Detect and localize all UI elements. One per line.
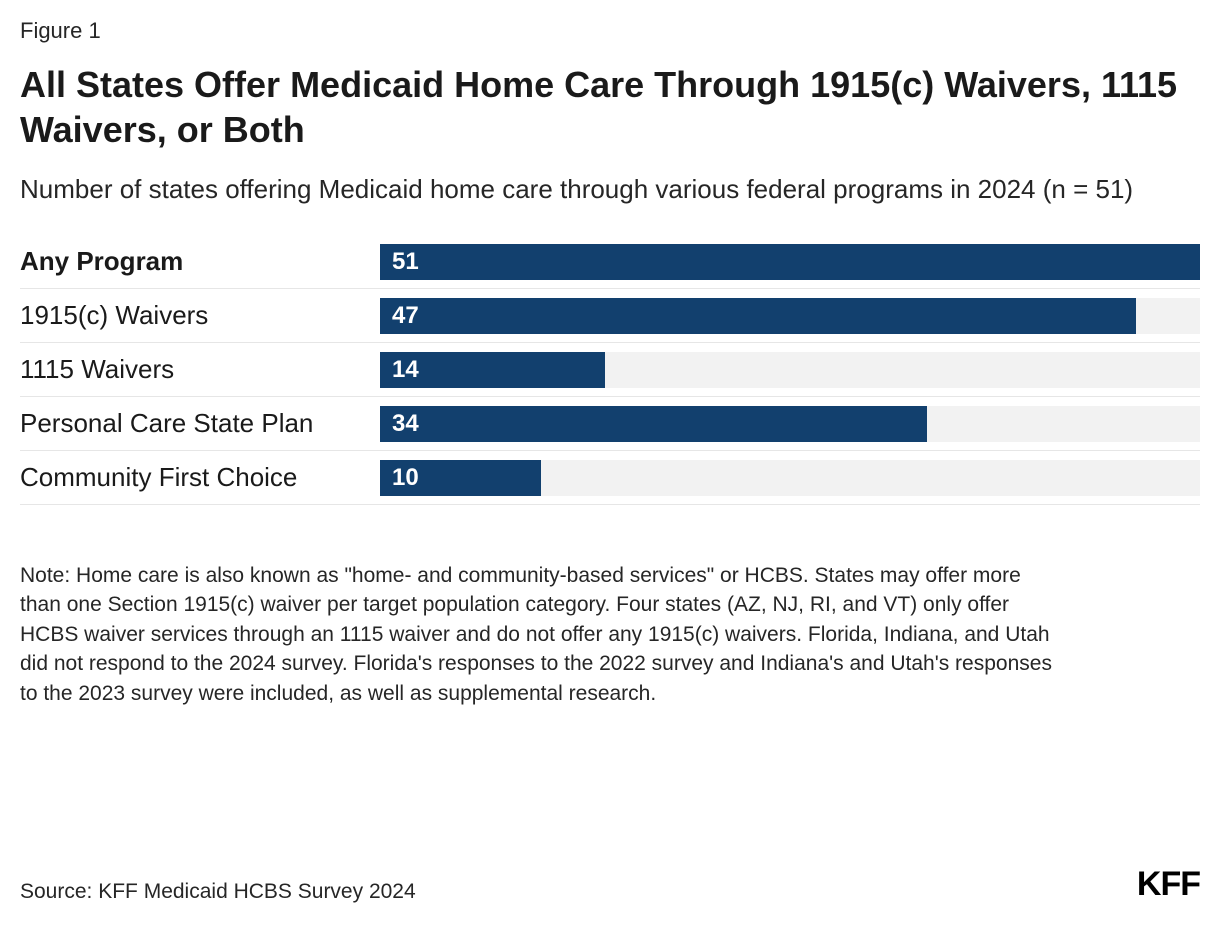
bar-value: 47 xyxy=(392,302,419,330)
bar-value: 51 xyxy=(392,248,419,276)
source-text: Source: KFF Medicaid HCBS Survey 2024 xyxy=(20,880,416,904)
bar-fill: 47 xyxy=(380,298,1136,334)
bar-label: 1915(c) Waivers xyxy=(20,300,380,331)
bar-label: 1115 Waivers xyxy=(20,354,380,385)
bar-value: 34 xyxy=(392,410,419,438)
bar-row: Community First Choice 10 xyxy=(20,451,1200,505)
bar-row: 1915(c) Waivers 47 xyxy=(20,289,1200,343)
bar-row: Any Program 51 xyxy=(20,235,1200,289)
kff-logo: KFF xyxy=(1137,865,1200,904)
bar-fill: 10 xyxy=(380,460,541,496)
bar-label: Any Program xyxy=(20,246,380,277)
bar-label: Community First Choice xyxy=(20,462,380,493)
bar-chart: Any Program 51 1915(c) Waivers 47 1115 Waive… xyxy=(20,235,1200,505)
bar-value: 10 xyxy=(392,464,419,492)
bar-row: 1115 Waivers 14 xyxy=(20,343,1200,397)
chart-note: Note: Home care is also known as "home- … xyxy=(20,561,1060,708)
figure-container: Figure 1 All States Offer Medicaid Home … xyxy=(0,0,1220,928)
bar-row: Personal Care State Plan 34 xyxy=(20,397,1200,451)
bar-label: Personal Care State Plan xyxy=(20,408,380,439)
bar-track: 10 xyxy=(380,460,1200,496)
bar-fill: 34 xyxy=(380,406,927,442)
chart-title: All States Offer Medicaid Home Care Thro… xyxy=(20,62,1200,152)
bar-fill: 14 xyxy=(380,352,605,388)
bar-fill: 51 xyxy=(380,244,1200,280)
chart-subtitle: Number of states offering Medicaid home … xyxy=(20,172,1200,207)
bar-track: 34 xyxy=(380,406,1200,442)
chart-footer: Source: KFF Medicaid HCBS Survey 2024 KF… xyxy=(20,865,1200,904)
bar-track: 47 xyxy=(380,298,1200,334)
bar-track: 14 xyxy=(380,352,1200,388)
bar-value: 14 xyxy=(392,356,419,384)
figure-label: Figure 1 xyxy=(20,18,1200,44)
bar-track: 51 xyxy=(380,244,1200,280)
